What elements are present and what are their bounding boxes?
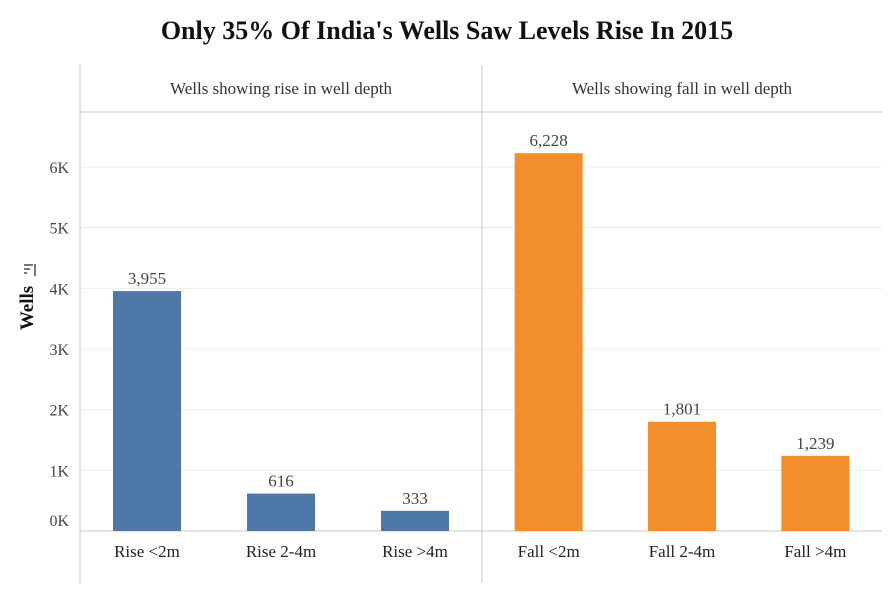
y-tick-label: 0K (49, 513, 69, 530)
panel-frame (79, 65, 882, 583)
y-axis: 0K 1K 2K 3K 4K 5K 6K Wells (17, 160, 69, 530)
y-tick-label: 3K (49, 342, 69, 359)
panel-header: Wells showing rise in well depth (170, 79, 392, 98)
chart-title: Only 35% Of India's Wells Saw Levels Ris… (160, 16, 734, 45)
data-label: 1,239 (796, 434, 834, 453)
x-tick-label: Rise 2-4m (246, 542, 316, 561)
bar (381, 510, 449, 531)
bar (113, 291, 181, 531)
panel-header: Wells showing fall in well depth (572, 79, 793, 98)
bars: 3,955 616 333 6,228 1,801 1,239 (113, 131, 850, 531)
bar (247, 493, 315, 531)
x-tick-label: Fall <2m (518, 542, 580, 561)
bar (514, 153, 583, 531)
bar (648, 421, 716, 531)
bar (781, 455, 850, 531)
x-tick-label: Rise >4m (382, 542, 448, 561)
data-label: 333 (402, 489, 428, 508)
data-label: 6,228 (530, 131, 568, 150)
gridlines (80, 166, 882, 471)
y-tick-label: 6K (49, 160, 69, 177)
y-axis-label: Wells (17, 286, 38, 330)
x-tick-label: Fall >4m (784, 542, 846, 561)
data-label: 616 (268, 472, 294, 491)
x-tick-label: Fall 2-4m (649, 542, 716, 561)
y-tick-label: 4K (49, 281, 69, 298)
panel-headers: Wells showing rise in well depth Wells sh… (170, 79, 793, 98)
y-tick-label: 2K (49, 403, 69, 420)
y-tick-label: 5K (49, 221, 69, 238)
data-label: 1,801 (663, 400, 701, 419)
y-tick-label: 1K (49, 463, 69, 480)
sort-icon[interactable] (24, 264, 36, 276)
x-tick-label: Rise <2m (114, 542, 180, 561)
data-label: 3,955 (128, 269, 166, 288)
x-axis: Rise <2m Rise 2-4m Rise >4m Fall <2m Fall 2-… (114, 542, 846, 561)
